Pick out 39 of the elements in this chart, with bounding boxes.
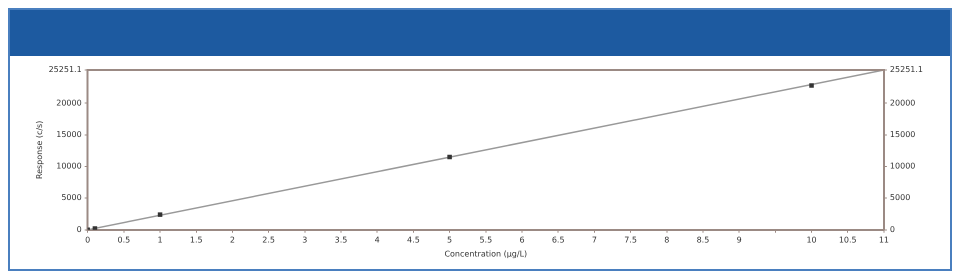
x-tick-label: 5	[447, 236, 452, 245]
point	[447, 154, 452, 160]
x-tick-label: 3.5	[334, 236, 348, 245]
point	[809, 83, 814, 88]
y2-tick-label: 20000	[890, 98, 916, 108]
x-tick-label: 6	[519, 236, 525, 245]
y-tick-label: 5000	[61, 193, 82, 202]
y2-tick-label: 0	[890, 224, 896, 234]
y-tick-label: 0	[76, 224, 82, 234]
y-tick-label: 15000	[56, 130, 82, 139]
x-tick-label: 1.5	[190, 236, 203, 245]
x-tick-label: 7	[592, 236, 597, 245]
y2-tick-label: 25251.1	[890, 65, 924, 74]
x-tick-label: 0	[85, 236, 90, 245]
x-tick-label: 7.5	[624, 236, 637, 245]
x-tick-label: 2.5	[262, 236, 276, 245]
y2-tick-label: 15000	[890, 130, 916, 139]
x-tick-label: 1	[158, 236, 163, 245]
x-tick-label: 8.5	[696, 236, 710, 245]
y-tick-label: 10000	[56, 162, 82, 171]
x-tick-label: 5.5	[479, 236, 492, 245]
x-tick-label: 6.5	[552, 236, 565, 245]
x-tick-label: 10	[806, 236, 817, 245]
x-tick-label: 4	[374, 236, 380, 245]
x-tick-label: 10.5	[838, 236, 857, 245]
x-tick-label: 2	[230, 236, 235, 245]
y2-tick-label: 10000	[890, 162, 916, 171]
y-tick-label: 20000	[56, 98, 82, 108]
x-tick-label: 4.5	[407, 236, 420, 245]
x-tick-label: 3	[302, 236, 308, 245]
point	[158, 212, 162, 217]
x-tick-label: 8	[664, 236, 670, 245]
x-axis-title: Concentration (µg/L)	[444, 249, 528, 258]
x-tick-label: 9	[736, 236, 742, 245]
y2-tick-label: 5000	[890, 193, 910, 202]
x-tick-label: 11	[878, 236, 890, 245]
y-tick-label: 25251.1	[48, 65, 82, 74]
y-axis-title: Response (c/s)	[34, 120, 44, 180]
x-tick-label: 0.5	[118, 236, 130, 245]
